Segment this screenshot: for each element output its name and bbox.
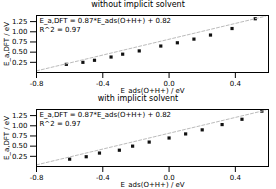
svg-text:0.0: 0.0 — [163, 174, 175, 183]
html-text:without implicit solvent: without implicit solvent — [91, 0, 185, 9]
svg-text:E_ads(O+H+) / eV: E_ads(O+H+) / eV — [120, 181, 184, 189]
svg-text:E_a,DFT / eV: E_a,DFT / eV — [3, 22, 11, 66]
svg-text:0.25: 0.25 — [12, 59, 28, 67]
svg-text:E_a,DFT = 0.87*E_ads(O+H+) + 0: E_a,DFT = 0.87*E_ads(O+H+) + 0.82 — [40, 111, 172, 119]
svg-text:E_a,DFT / eV: E_a,DFT / eV — [3, 116, 11, 160]
svg-text:0.0: 0.0 — [163, 80, 175, 89]
svg-text:E_ads(O+H+) / eV: E_ads(O+H+) / eV — [120, 87, 184, 95]
svg-text:0.50: 0.50 — [12, 142, 28, 150]
svg-text:0.75: 0.75 — [12, 132, 28, 140]
svg-text:1.00: 1.00 — [12, 122, 28, 130]
svg-text:R^2 = 0.97: R^2 = 0.97 — [40, 26, 81, 34]
svg-text:0.50: 0.50 — [12, 48, 28, 56]
svg-text:1.25: 1.25 — [12, 18, 28, 26]
svg-text:-0.8: -0.8 — [30, 174, 44, 182]
svg-text:E_a,DFT = 0.87*E_ads(O+H+) + 0: E_a,DFT = 0.87*E_ads(O+H+) + 0.82 — [40, 17, 172, 25]
svg-text:0.25: 0.25 — [12, 153, 28, 161]
svg-text:R^2 = 0.97: R^2 = 0.97 — [40, 120, 81, 128]
svg-text:0.75: 0.75 — [12, 38, 28, 46]
svg-text:0.4: 0.4 — [230, 174, 242, 182]
svg-text:-0.4: -0.4 — [96, 80, 110, 88]
svg-text:-0.8: -0.8 — [30, 80, 44, 88]
svg-text:1.00: 1.00 — [12, 28, 28, 36]
svg-text:1.25: 1.25 — [12, 112, 28, 120]
html-text:with implicit solvent: with implicit solvent — [97, 94, 179, 103]
svg-text:-0.4: -0.4 — [96, 174, 110, 182]
svg-text:0.4: 0.4 — [230, 80, 242, 88]
